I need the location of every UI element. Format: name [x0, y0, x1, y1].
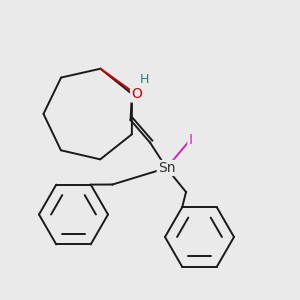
Text: H: H [139, 73, 149, 86]
Text: Sn: Sn [158, 161, 175, 175]
Text: I: I [188, 133, 193, 146]
Text: O: O [131, 88, 142, 101]
